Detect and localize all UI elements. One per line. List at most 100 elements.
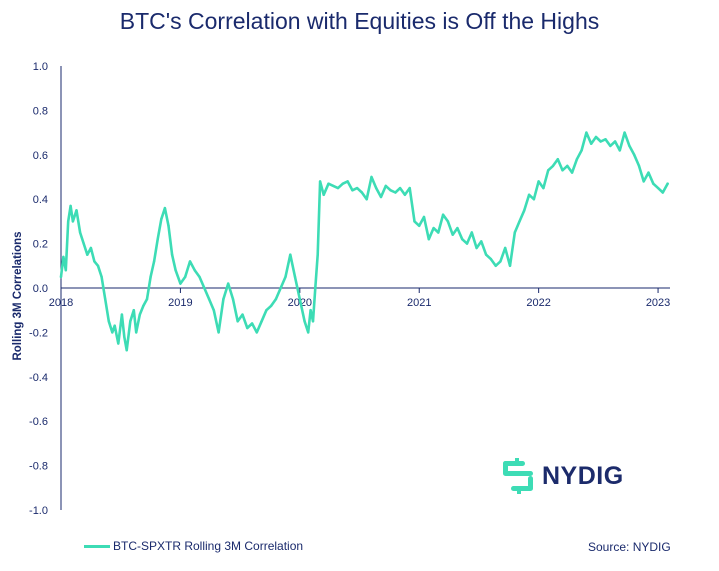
data-point	[314, 286, 317, 290]
data-point	[274, 297, 278, 301]
data-point	[609, 144, 612, 148]
data-point	[642, 180, 645, 183]
data-point	[184, 275, 187, 279]
data-point	[284, 275, 287, 279]
data-point	[547, 169, 550, 172]
y-tick-label: 0.2	[33, 239, 48, 251]
data-point	[138, 313, 141, 316]
data-point	[163, 206, 167, 210]
data-point	[62, 255, 65, 259]
nydig-logo-icon	[503, 458, 533, 494]
data-point	[75, 209, 78, 212]
data-point	[231, 297, 235, 301]
data-point	[351, 189, 354, 192]
x-tick-label: 2023	[646, 297, 670, 309]
x-tick-label: 2022	[526, 297, 550, 309]
data-point	[518, 220, 521, 223]
data-point	[293, 275, 297, 279]
chart-title: BTC's Correlation with Equities is Off t…	[119, 8, 600, 34]
data-point	[117, 342, 120, 345]
data-point	[188, 260, 192, 263]
data-point	[613, 140, 617, 143]
data-point	[298, 297, 301, 301]
data-point	[637, 164, 641, 168]
data-point	[389, 189, 392, 192]
data-point	[489, 257, 493, 261]
data-point	[346, 180, 349, 183]
data-point	[71, 220, 75, 223]
chart-legend: BTC-SPXTR Rolling 3M Correlation	[84, 539, 303, 553]
nydig-logo: NYDIG	[500, 458, 624, 494]
data-point	[461, 238, 464, 241]
data-point	[123, 335, 126, 338]
data-point	[203, 286, 206, 290]
data-point	[332, 184, 335, 188]
data-point	[89, 246, 93, 250]
y-tick-label: 0.6	[33, 150, 48, 162]
data-point	[508, 264, 512, 267]
data-point	[341, 182, 344, 185]
data-point	[379, 195, 383, 199]
data-point	[580, 149, 583, 152]
data-point	[255, 331, 258, 334]
data-point	[113, 324, 116, 327]
data-point	[307, 331, 310, 334]
data-point	[64, 269, 68, 272]
data-point	[212, 309, 215, 312]
data-point	[394, 191, 397, 194]
data-point	[441, 213, 445, 216]
data-point	[250, 322, 254, 325]
data-point	[100, 275, 103, 279]
data-point	[570, 171, 574, 174]
y-tick-label: 0.0	[33, 283, 48, 295]
y-tick-label: 0.8	[33, 105, 48, 117]
data-point	[499, 260, 502, 263]
data-point	[456, 226, 459, 230]
data-point	[279, 286, 282, 290]
data-point	[179, 282, 182, 285]
data-point	[303, 320, 306, 323]
data-point	[408, 186, 411, 190]
data-point	[309, 309, 312, 312]
data-point	[107, 320, 111, 323]
data-point	[623, 131, 626, 134]
data-point	[575, 158, 579, 161]
data-point	[125, 349, 128, 352]
data-point	[437, 231, 440, 234]
data-point	[418, 224, 421, 227]
data-point	[542, 186, 545, 190]
data-point	[480, 240, 483, 243]
data-point	[129, 320, 132, 323]
data-point	[585, 131, 588, 134]
series-group	[59, 131, 669, 352]
y-tick-label: 1.0	[33, 61, 48, 73]
data-point	[599, 140, 602, 143]
data-point	[365, 198, 368, 201]
data-point	[322, 193, 325, 196]
chart-axes	[60, 66, 670, 510]
data-point	[532, 198, 536, 201]
data-point	[451, 233, 454, 236]
series-line-0	[59, 131, 669, 352]
data-point	[145, 297, 149, 301]
data-point	[193, 269, 196, 272]
data-point	[494, 264, 497, 267]
data-point	[111, 331, 114, 334]
data-point	[403, 193, 407, 196]
data-point	[78, 231, 82, 234]
data-point	[222, 297, 225, 301]
legend-label: BTC-SPXTR Rolling 3M Correlation	[113, 539, 304, 553]
y-tick-labels: 1.0 0.8 0.6 0.4 0.2 0.0 -0.2 -0.4 -0.6 -0.8 -1.0	[29, 61, 48, 517]
data-point	[93, 260, 96, 263]
data-point	[104, 297, 107, 301]
y-tick-label: -0.4	[29, 372, 48, 384]
data-point	[311, 320, 315, 323]
y-tick-label: 0.4	[33, 194, 48, 206]
data-point	[556, 158, 559, 161]
data-point	[160, 218, 163, 221]
data-point	[446, 220, 450, 223]
data-point	[618, 149, 621, 152]
y-tick-label: -0.6	[29, 416, 48, 428]
data-point	[504, 246, 507, 250]
